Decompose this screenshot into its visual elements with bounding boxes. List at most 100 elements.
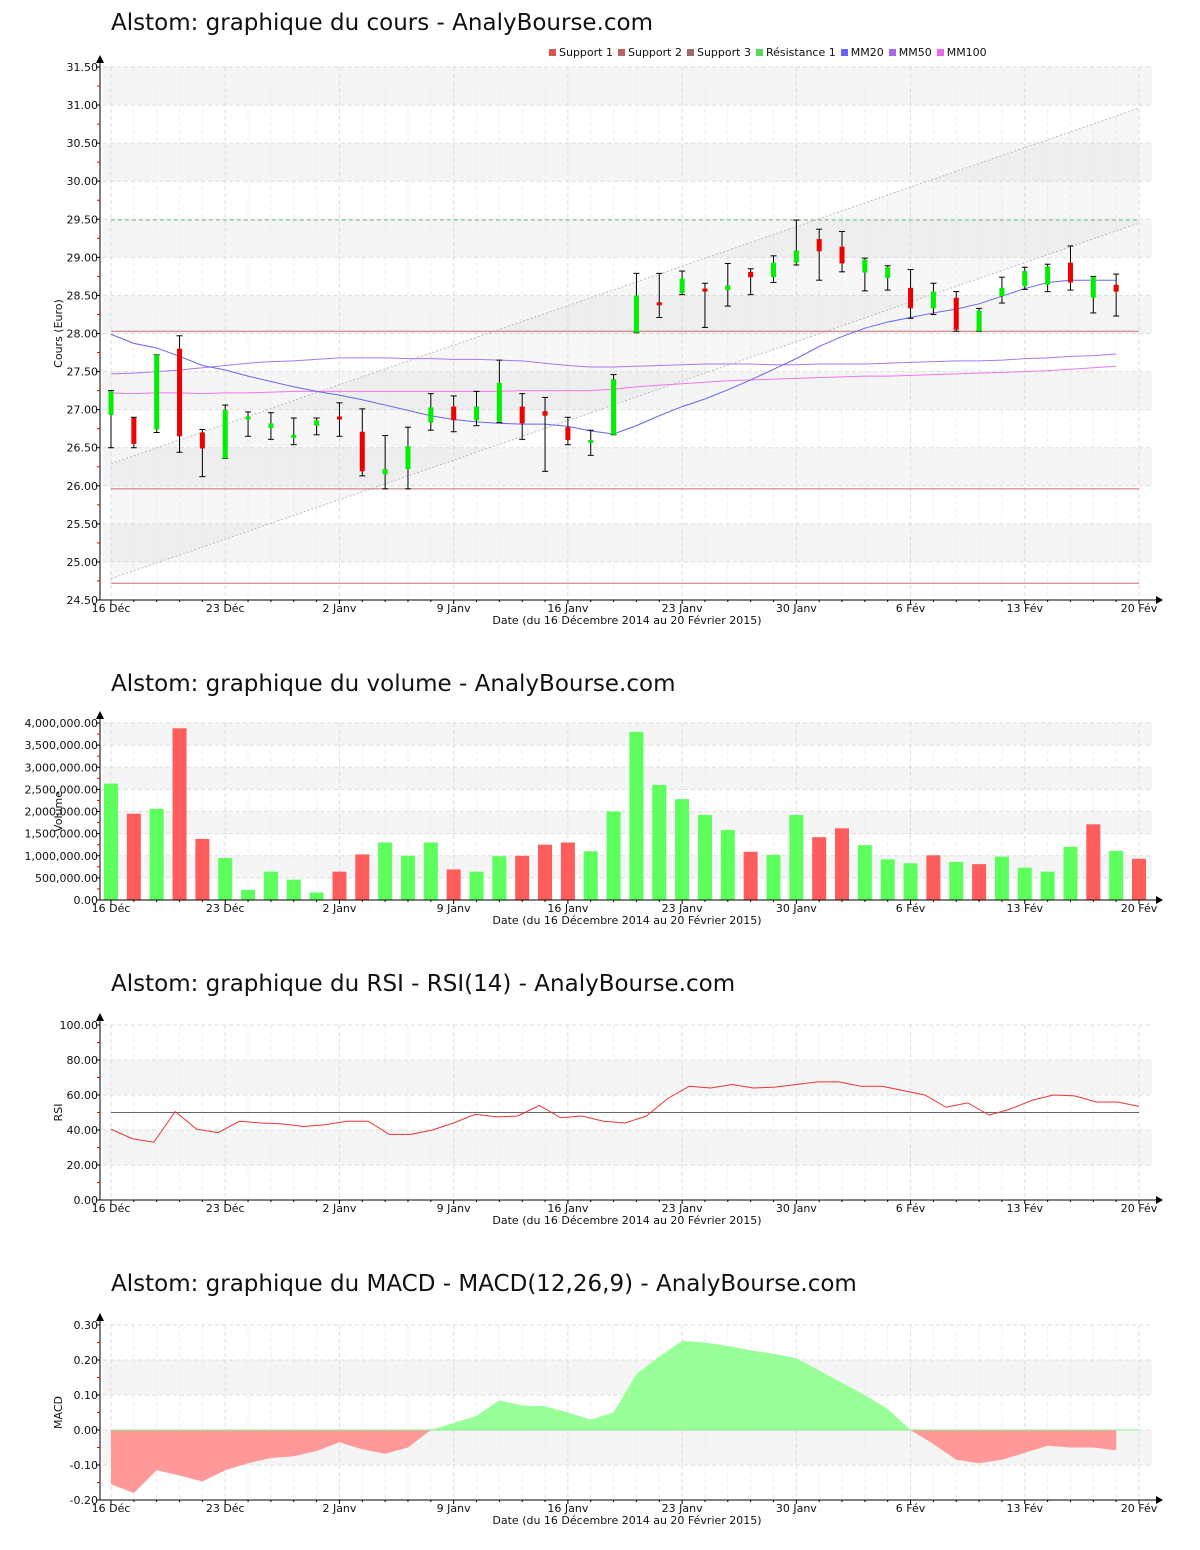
x-tick-label: 2 Janv [322,1502,356,1515]
x-tick-label: 6 Fév [896,1502,926,1515]
candle [108,390,114,449]
y-tick-label: 28.50 [67,289,99,302]
volume-bar [835,828,850,900]
x-tick-label: 20 Fév [1121,1502,1158,1515]
y-tick-label: 31.00 [67,99,99,112]
y-tick-label: 30.50 [67,137,99,150]
x-tick-label: 13 Fév [1007,1502,1044,1515]
x-tick-label: 23 Déc [206,902,245,915]
legend-item: Résistance 1 [755,46,836,59]
mm50-line [110,353,1117,375]
volume-bar [972,864,987,900]
candle-body [222,409,228,459]
legend-label: MM20 [850,46,884,59]
candle-body [451,406,457,421]
y-tick-label: 2,000,000.00 [25,806,98,819]
candle [724,262,731,307]
legend-swatch-icon [936,49,944,56]
macd-negative-area [111,1430,1117,1493]
x-tick-label: 13 Fév [1007,902,1044,915]
x-tick-label: 2 Janv [322,902,356,915]
candle-body [611,379,617,435]
volume-bar [446,869,461,900]
candle-body [725,285,731,291]
candle-body [1022,271,1028,287]
volume-bar [126,813,141,900]
x-axis-arrow-icon [1156,1196,1163,1204]
candle [907,269,914,319]
volume-bar [1132,858,1146,900]
candle [404,426,411,490]
x-tick-label: 16 Janv [547,1502,588,1515]
volume-bar [241,889,256,900]
volume-bar [378,842,393,900]
y-axis-label: Volume [52,791,65,832]
y-tick-label: 80.00 [67,1054,99,1067]
band [103,811,1152,834]
candle-body [245,416,251,420]
y-tick-label: 26.00 [67,480,99,493]
rsi-chart: 0.00 20.00 40.00 60.00 80.00 100.00 16 Déc 23 D… [52,1013,1163,1227]
volume-bar [743,851,758,900]
y-tick-label: 500,000.00 [35,872,98,885]
y-axis-label: Cours (Euro) [52,299,65,368]
candle-body [405,446,411,470]
candle [267,412,274,440]
legend-label: Support 1 [559,46,613,59]
x-tick-label: 6 Fév [896,602,926,615]
volume-bar [1086,824,1101,900]
volume-bar [172,728,187,900]
x-tick-label: 9 Janv [437,602,471,615]
band [103,447,1152,486]
candle-body [748,271,754,278]
candle-body [885,267,891,278]
volume-bar [149,808,164,900]
candle-body [177,348,183,437]
volume-chart-title: Alstom: graphique du volume - AnalyBours… [111,671,676,697]
y-tick-label: 29.50 [67,213,99,226]
x-tick-label: 16 Janv [547,902,588,915]
volume-bar [789,815,804,900]
volume-bar [606,811,621,900]
legend-swatch-icon [888,49,896,56]
band [103,67,1152,106]
y-tick-label: 0.00 [74,894,99,907]
candle [587,429,594,456]
volume-bar [332,871,347,900]
candle-body [291,434,297,438]
rsi-line [110,1081,1140,1143]
y-tick-label: 26.50 [67,442,99,455]
candle-body [1067,262,1073,283]
x-tick-label: 23 Janv [662,1502,703,1515]
legend-swatch-icon [686,49,694,56]
y-axis-label: MACD [52,1396,65,1429]
candle [1113,273,1120,317]
x-axis-label: Date (du 16 Décembre 2014 au 20 Février … [492,1214,761,1227]
band [103,371,1152,410]
legend-label: MM50 [898,46,932,59]
candle [998,276,1005,304]
price-chart-title: Alstom: graphique du cours - AnalyBourse… [111,10,654,36]
volume-bar [218,857,233,900]
x-tick-label: 23 Janv [662,602,703,615]
macd-positive-area [111,1340,1117,1430]
candle [884,265,891,291]
band [103,523,1152,562]
trend-lower-line [110,222,1140,580]
y-tick-label: 28.00 [67,328,99,341]
volume-bar [1017,867,1032,900]
x-tick-label: 23 Déc [206,1202,245,1215]
volume-bar [994,856,1009,900]
volume-bar [857,845,872,900]
candle-body [199,432,205,449]
x-axis-arrow-icon [1156,896,1163,904]
x-axis-arrow-icon [1156,596,1163,604]
candle-body [702,288,708,292]
candle [290,417,297,446]
legend-label: Résistance 1 [765,46,836,59]
y-tick-label: 4,000,000.00 [25,717,98,730]
y-tick-label: 30.00 [67,175,99,188]
candle-body [862,259,868,273]
candle-body [656,302,662,306]
x-tick-label: 20 Fév [1121,602,1158,615]
